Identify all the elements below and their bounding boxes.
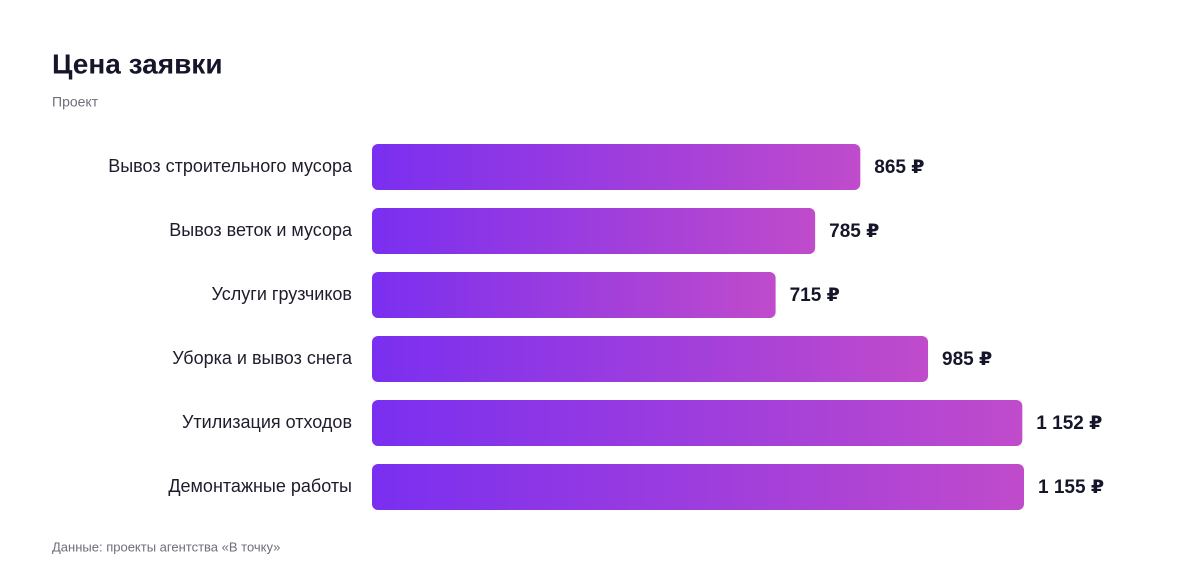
value-label: 985 ₽ (942, 349, 992, 370)
category-label: Уборка и вывоз снега (172, 348, 353, 368)
chart-title: Цена заявки (52, 48, 223, 79)
value-label: 715 ₽ (790, 285, 840, 306)
bar (372, 464, 1024, 510)
category-label: Вывоз строительного мусора (108, 156, 353, 176)
source-note: Данные: проекты агентства «В точку» (52, 539, 280, 554)
category-label: Вывоз веток и мусора (169, 220, 353, 240)
category-label: Утилизация отходов (182, 412, 352, 432)
category-label: Демонтажные работы (168, 476, 352, 496)
bar (372, 144, 861, 190)
category-label: Услуги грузчиков (212, 284, 352, 304)
bar (372, 400, 1023, 446)
bar (372, 208, 816, 254)
bar (372, 272, 776, 318)
bar (372, 336, 929, 382)
value-label: 865 ₽ (874, 157, 924, 178)
chart-subtitle: Проект (52, 94, 99, 110)
value-label: 1 155 ₽ (1038, 477, 1104, 498)
value-label: 785 ₽ (829, 221, 879, 242)
value-label: 1 152 ₽ (1036, 413, 1102, 434)
